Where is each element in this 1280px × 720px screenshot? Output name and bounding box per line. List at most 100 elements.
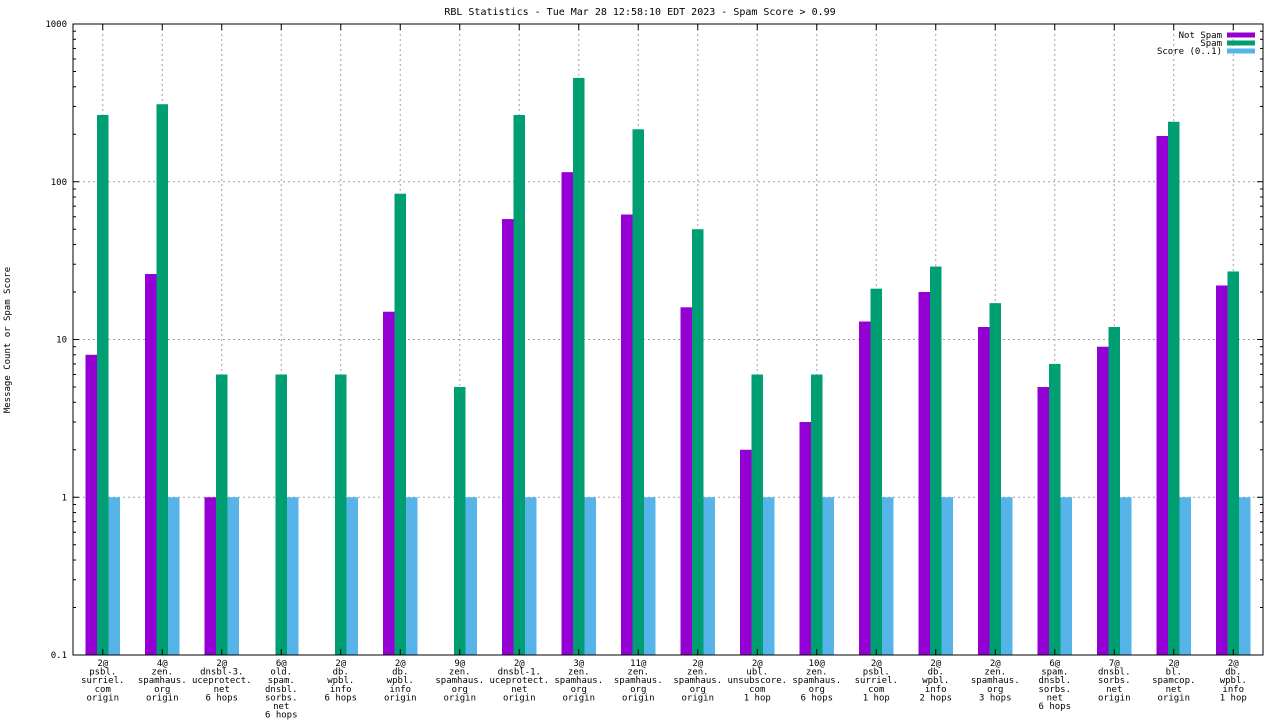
legend-label: Score (0..1) (1157, 47, 1222, 57)
x-category-label: origin (1098, 693, 1131, 703)
x-category-label: db. (928, 668, 944, 678)
bar-score-0-1 (763, 497, 775, 655)
bar-not-spam (85, 354, 97, 655)
x-category-label: zen. (151, 668, 173, 678)
bar-score-0-1 (703, 497, 715, 655)
x-category-label: 6@ (276, 659, 287, 669)
x-category-label: db. (1225, 668, 1241, 678)
bar-spam (97, 114, 109, 655)
x-category-label: org (452, 685, 468, 695)
x-category-label: 11@ (630, 659, 647, 669)
bar-spam (573, 77, 585, 655)
bar-spam (156, 104, 168, 656)
x-category-label: psbl. (89, 668, 116, 678)
chart-title: RBL Statistics - Tue Mar 28 12:58:10 EDT… (444, 7, 835, 18)
bar-score-0-1 (168, 497, 180, 655)
x-category-label: surriel. (855, 676, 898, 686)
x-category-label: 2 hops (919, 693, 952, 703)
x-category-label: spamhaus. (614, 676, 663, 686)
x-category-label: spamhaus. (971, 676, 1020, 686)
x-category-label: info (330, 685, 352, 695)
bar-score-0-1 (584, 497, 596, 655)
bar-spam (275, 374, 287, 655)
x-category-label: 2@ (930, 659, 941, 669)
bar-score-0-1 (644, 497, 656, 655)
x-category-label: sorbs. (1098, 676, 1131, 686)
bar-score-0-1 (1239, 497, 1251, 655)
bar-not-spam (680, 307, 692, 655)
x-category-label: 10@ (809, 659, 826, 669)
x-category-label: spamhaus. (554, 676, 603, 686)
bar-not-spam (1097, 346, 1109, 655)
x-category-label: org (154, 685, 170, 695)
x-category-label: dnsbl. (1038, 676, 1071, 686)
x-category-label: ubl. (746, 668, 768, 678)
bar-score-0-1 (525, 497, 537, 655)
x-category-label: zen. (568, 668, 590, 678)
x-category-label: dnsbl-3. (200, 668, 243, 678)
x-category-label: net (511, 685, 527, 695)
bar-spam (1168, 121, 1180, 656)
x-category-label: uceprotect. (489, 676, 549, 686)
bar-not-spam (799, 421, 811, 655)
x-category-label: old. (270, 668, 292, 678)
bar-not-spam (204, 497, 216, 655)
bar-score-0-1 (465, 497, 477, 655)
bar-not-spam (1156, 135, 1168, 655)
bar-not-spam (502, 219, 514, 656)
bar-score-0-1 (406, 497, 418, 655)
x-category-label: 7@ (1109, 659, 1120, 669)
x-category-label: db. (333, 668, 349, 678)
bar-spam (335, 374, 347, 655)
bars (85, 77, 1251, 656)
bar-score-0-1 (1060, 497, 1072, 655)
x-category-label: 2@ (1228, 659, 1239, 669)
x-category-label: spam. (1041, 668, 1068, 678)
bar-spam (989, 303, 1001, 655)
x-category-label: 2@ (692, 659, 703, 669)
x-category-label: dnsbl. (1098, 668, 1131, 678)
bar-spam (1049, 363, 1061, 655)
x-category-label: zen. (449, 668, 471, 678)
x-category-label: com (95, 685, 111, 695)
x-category-label: 6@ (1049, 659, 1060, 669)
bar-spam (513, 114, 525, 655)
bar-score-0-1 (1001, 497, 1013, 655)
legend-swatch (1227, 40, 1255, 46)
x-category-label: sorbs. (1038, 685, 1071, 695)
x-category-label: unsubscore. (727, 676, 787, 686)
x-category-label: 1 hop (863, 693, 890, 703)
x-axis-categories: 2@psbl.surriel.comorigin4@zen.spamhaus.o… (81, 659, 1247, 720)
x-category-label: wpbl. (922, 676, 949, 686)
x-category-label: org (809, 685, 825, 695)
x-category-label: spamhaus. (435, 676, 484, 686)
x-category-label: zen. (687, 668, 709, 678)
bar-score-0-1 (941, 497, 953, 655)
bar-score-0-1 (287, 497, 299, 655)
y-tick-label: 0.1 (51, 651, 67, 661)
x-category-label: 2@ (395, 659, 406, 669)
x-category-label: info (1222, 685, 1244, 695)
x-category-label: 6 hops (1038, 702, 1071, 712)
x-category-label: 2@ (514, 659, 525, 669)
x-category-label: spam. (268, 676, 295, 686)
legend-label: Spam (1200, 39, 1222, 49)
x-category-label: surriel. (81, 676, 124, 686)
bar-spam (216, 374, 228, 655)
bar-spam (930, 266, 942, 655)
x-category-label: origin (681, 693, 714, 703)
x-category-label: dnsbl-1. (498, 668, 541, 678)
x-category-label: origin (384, 693, 417, 703)
x-category-label: 1 hop (744, 693, 771, 703)
x-category-label: origin (86, 693, 119, 703)
bar-score-0-1 (1120, 497, 1132, 655)
bar-score-0-1 (1179, 497, 1191, 655)
legend-label: Not Spam (1179, 31, 1222, 41)
grid-lines (73, 24, 1263, 655)
bar-spam (1227, 271, 1239, 655)
x-category-label: 6 hops (265, 711, 298, 720)
bar-not-spam (561, 172, 573, 655)
x-category-label: wpbl. (387, 676, 414, 686)
x-category-label: 1 hop (1220, 693, 1247, 703)
